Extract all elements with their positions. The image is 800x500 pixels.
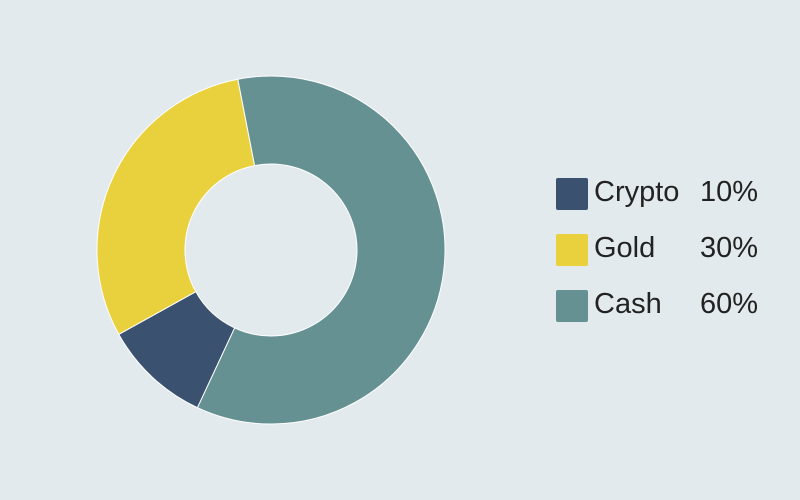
donut-slice-cash — [196, 75, 446, 425]
legend-swatch-gold — [556, 234, 588, 266]
legend-item-crypto: Crypto 10% — [556, 170, 786, 226]
legend-label-crypto: Crypto — [594, 176, 680, 208]
legend-value-gold: 30% — [699, 232, 758, 264]
legend-item-gold: Gold 30% — [556, 226, 786, 282]
legend: Crypto 10% Gold 30% Cash 60% — [556, 170, 786, 338]
legend-swatch-cash — [556, 290, 588, 322]
legend-value-cash: 60% — [699, 288, 758, 320]
legend-item-cash: Cash 60% — [556, 282, 786, 338]
legend-label-cash: Cash — [594, 288, 662, 320]
legend-swatch-crypto — [556, 178, 588, 210]
legend-value-crypto: 10% — [699, 176, 758, 208]
legend-label-gold: Gold — [594, 232, 656, 264]
donut-slice-gold — [96, 78, 256, 336]
